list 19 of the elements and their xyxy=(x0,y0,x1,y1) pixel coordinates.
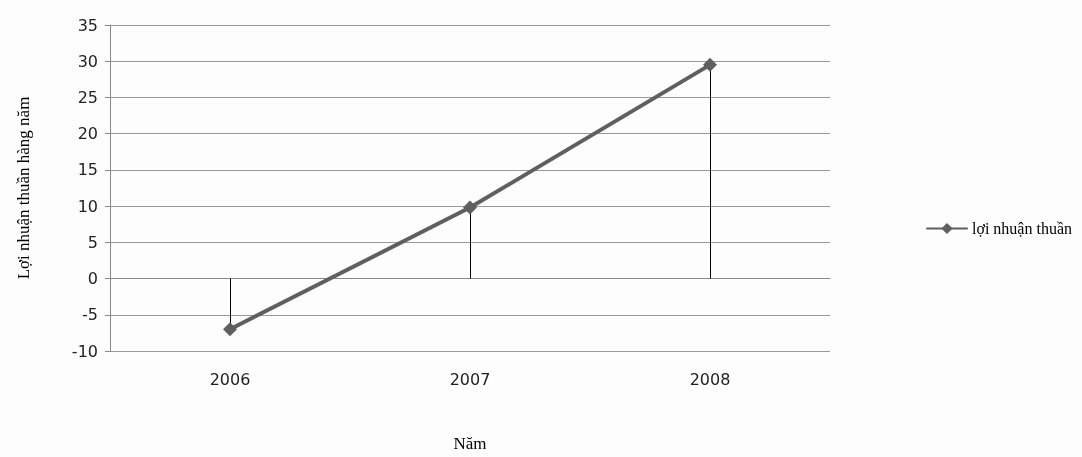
y-tick-label: -5 xyxy=(82,305,98,325)
y-tick-label: 10 xyxy=(77,196,98,216)
y-tick-label: 15 xyxy=(77,160,98,180)
y-tick-label: 30 xyxy=(77,51,98,71)
y-tick-label: 20 xyxy=(77,124,98,144)
y-tick-label: 0 xyxy=(87,269,98,289)
y-tick-label: -10 xyxy=(71,341,98,361)
x-axis-title: Năm xyxy=(453,434,487,453)
x-tick-label: 2007 xyxy=(449,369,491,389)
y-axis-title: Lợi nhuận thuần hàng năm xyxy=(14,96,33,280)
y-tick-label: 25 xyxy=(77,87,98,107)
x-tick-label: 2006 xyxy=(209,369,251,389)
point xyxy=(703,57,717,72)
y-tick-label: 5 xyxy=(87,232,98,252)
y-tick-label: 35 xyxy=(77,15,98,35)
x-tick-label: 2008 xyxy=(689,369,731,389)
legend-label: lợi nhuận thuần xyxy=(972,220,1072,237)
point xyxy=(463,200,477,215)
point xyxy=(223,322,237,337)
